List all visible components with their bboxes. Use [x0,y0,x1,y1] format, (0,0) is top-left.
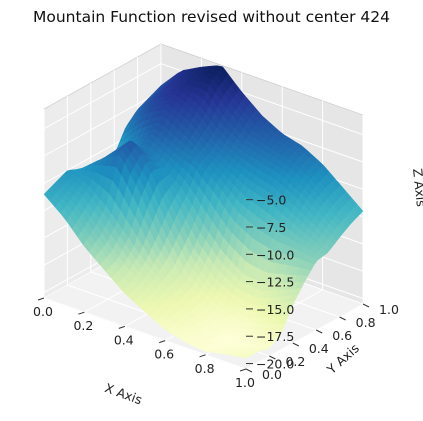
surface-patch [239,355,251,359]
y-tick-label: 0.6 [332,328,352,343]
z-tick-label: −10.0 [256,247,294,262]
y-tick-mark [362,303,370,308]
y-tick-mark [245,368,253,373]
z-tick-label: −17.5 [256,329,294,344]
x-tick-label: 0.8 [195,361,215,376]
z-tick-label: −15.0 [256,302,294,317]
x-tick-mark [199,354,206,358]
y-tick-label: 0.8 [356,315,376,330]
y-tick-mark [269,355,276,360]
x-tick-mark [159,340,166,344]
z-tick-label: −5.0 [256,193,286,208]
chart-title: Mountain Function revised without center… [33,8,390,26]
z-tick-label: −20.0 [256,357,294,372]
x-tick-mark [78,311,85,315]
y-tick-mark [315,329,323,334]
y-tick-mark [292,342,300,347]
y-tick-label: 0.0 [262,367,282,382]
x-tick-label: 0.2 [73,318,93,333]
z-tick-label: −7.5 [256,220,286,235]
x-tick-mark [239,368,247,372]
y-tick-label: 1.0 [379,302,399,317]
z-axis-label: Z Axis [410,168,423,208]
x-tick-label: 0.4 [114,332,134,347]
x-tick-label: 1.0 [235,375,255,390]
x-tick-mark [37,297,45,301]
y-tick-mark [339,316,346,321]
x-tick-label: 0.6 [154,347,174,362]
y-tick-label: 0.4 [309,341,329,356]
x-tick-mark [118,325,125,329]
z-tick-label: −12.5 [256,275,294,290]
y-axis-label: Y Axis [323,341,362,378]
x-tick-label: 0.0 [33,304,53,319]
z-grid-line [43,63,364,136]
tick-marks: 0.00.20.40.60.81.00.00.20.40.60.81.0−20.… [33,193,399,390]
surface-mesh [43,65,364,359]
y-tick-label: 0.2 [285,354,305,369]
x-axis-label: X Axis [103,380,144,407]
